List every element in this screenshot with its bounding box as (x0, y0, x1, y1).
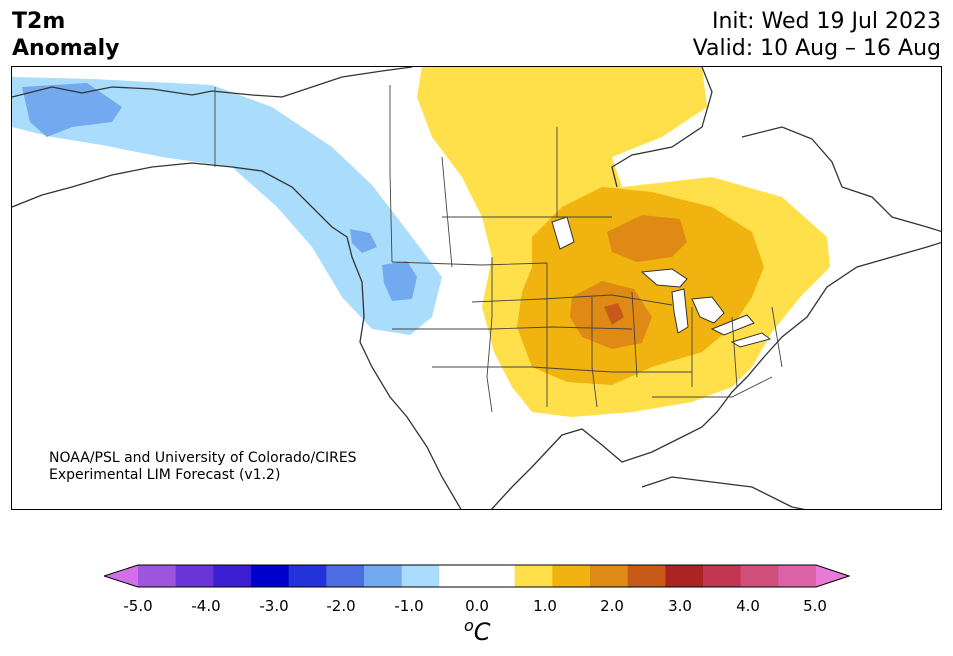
colorbar-cell (138, 565, 177, 587)
tick-label: 0.0 (465, 597, 489, 615)
anomaly-cool-1 (12, 77, 442, 335)
credit-line-1: NOAA/PSL and University of Colorado/CIRE… (49, 450, 357, 466)
colorbar-cell (627, 565, 666, 587)
unit-degree: o (464, 616, 474, 635)
tick-label: 3.0 (668, 597, 692, 615)
colorbar-cell (326, 565, 365, 587)
colorbar-cell (251, 565, 290, 587)
tick-label: -3.0 (259, 597, 289, 615)
init-date: Init: Wed 19 Jul 2023 (711, 9, 941, 34)
colorbar-extend-max (816, 565, 849, 587)
forecast-dates: Init: Wed 19 Jul 2023 Valid: 10 Aug – 16… (693, 8, 941, 62)
tick-label: -5.0 (123, 597, 153, 615)
colorbar-cell (552, 565, 591, 587)
colorbar-cell (740, 565, 779, 587)
colorbar-cell (590, 565, 629, 587)
tick-label: -1.0 (394, 597, 424, 615)
anomaly-warm-2 (517, 187, 764, 385)
anomaly-warm-3 (570, 215, 687, 349)
tick-label: 4.0 (736, 597, 760, 615)
colorbar-cell (364, 565, 403, 587)
anomaly-warm-4 (604, 303, 624, 325)
colorbar-tick-labels: -5.0 -4.0 -3.0 -2.0 -1.0 0.0 1.0 2.0 3.0… (0, 597, 953, 617)
tick-label: 5.0 (803, 597, 827, 615)
data-credit: NOAA/PSL and University of Colorado/CIRE… (49, 450, 357, 484)
credit-line-2: Experimental LIM Forecast (v1.2) (49, 467, 281, 483)
coastlines (12, 67, 941, 509)
political-boundaries (214, 85, 783, 413)
colorbar-outline (104, 564, 850, 588)
colorbar-cell (213, 565, 252, 587)
colorbar-cell (665, 565, 704, 587)
colorbar-cell (439, 565, 478, 587)
colorbar (104, 564, 850, 588)
anomaly-cool-2 (22, 83, 417, 301)
colorbar-cell (401, 565, 440, 587)
colorbar-cells (104, 565, 849, 587)
tick-label: 2.0 (600, 597, 624, 615)
title-line-2: Anomaly (12, 36, 120, 61)
great-lakes (551, 216, 772, 348)
map-title: T2m Anomaly (12, 8, 119, 62)
colorbar-cell (288, 565, 327, 587)
colorbar-unit: oC (464, 616, 491, 646)
valid-range: Valid: 10 Aug – 16 Aug (692, 36, 941, 61)
tick-label: -4.0 (191, 597, 221, 615)
tick-label: 1.0 (533, 597, 557, 615)
colorbar-cell (477, 565, 516, 587)
anomaly-map (11, 66, 942, 510)
colorbar-cell (703, 565, 742, 587)
unit-letter: C (473, 618, 491, 646)
map-canvas (12, 67, 941, 509)
colorbar-cell (778, 565, 817, 587)
colorbar-extend-min (104, 565, 138, 587)
colorbar-cell (514, 565, 553, 587)
colorbar-cell (175, 565, 214, 587)
title-line-1: T2m (12, 9, 66, 34)
tick-label: -2.0 (326, 597, 356, 615)
